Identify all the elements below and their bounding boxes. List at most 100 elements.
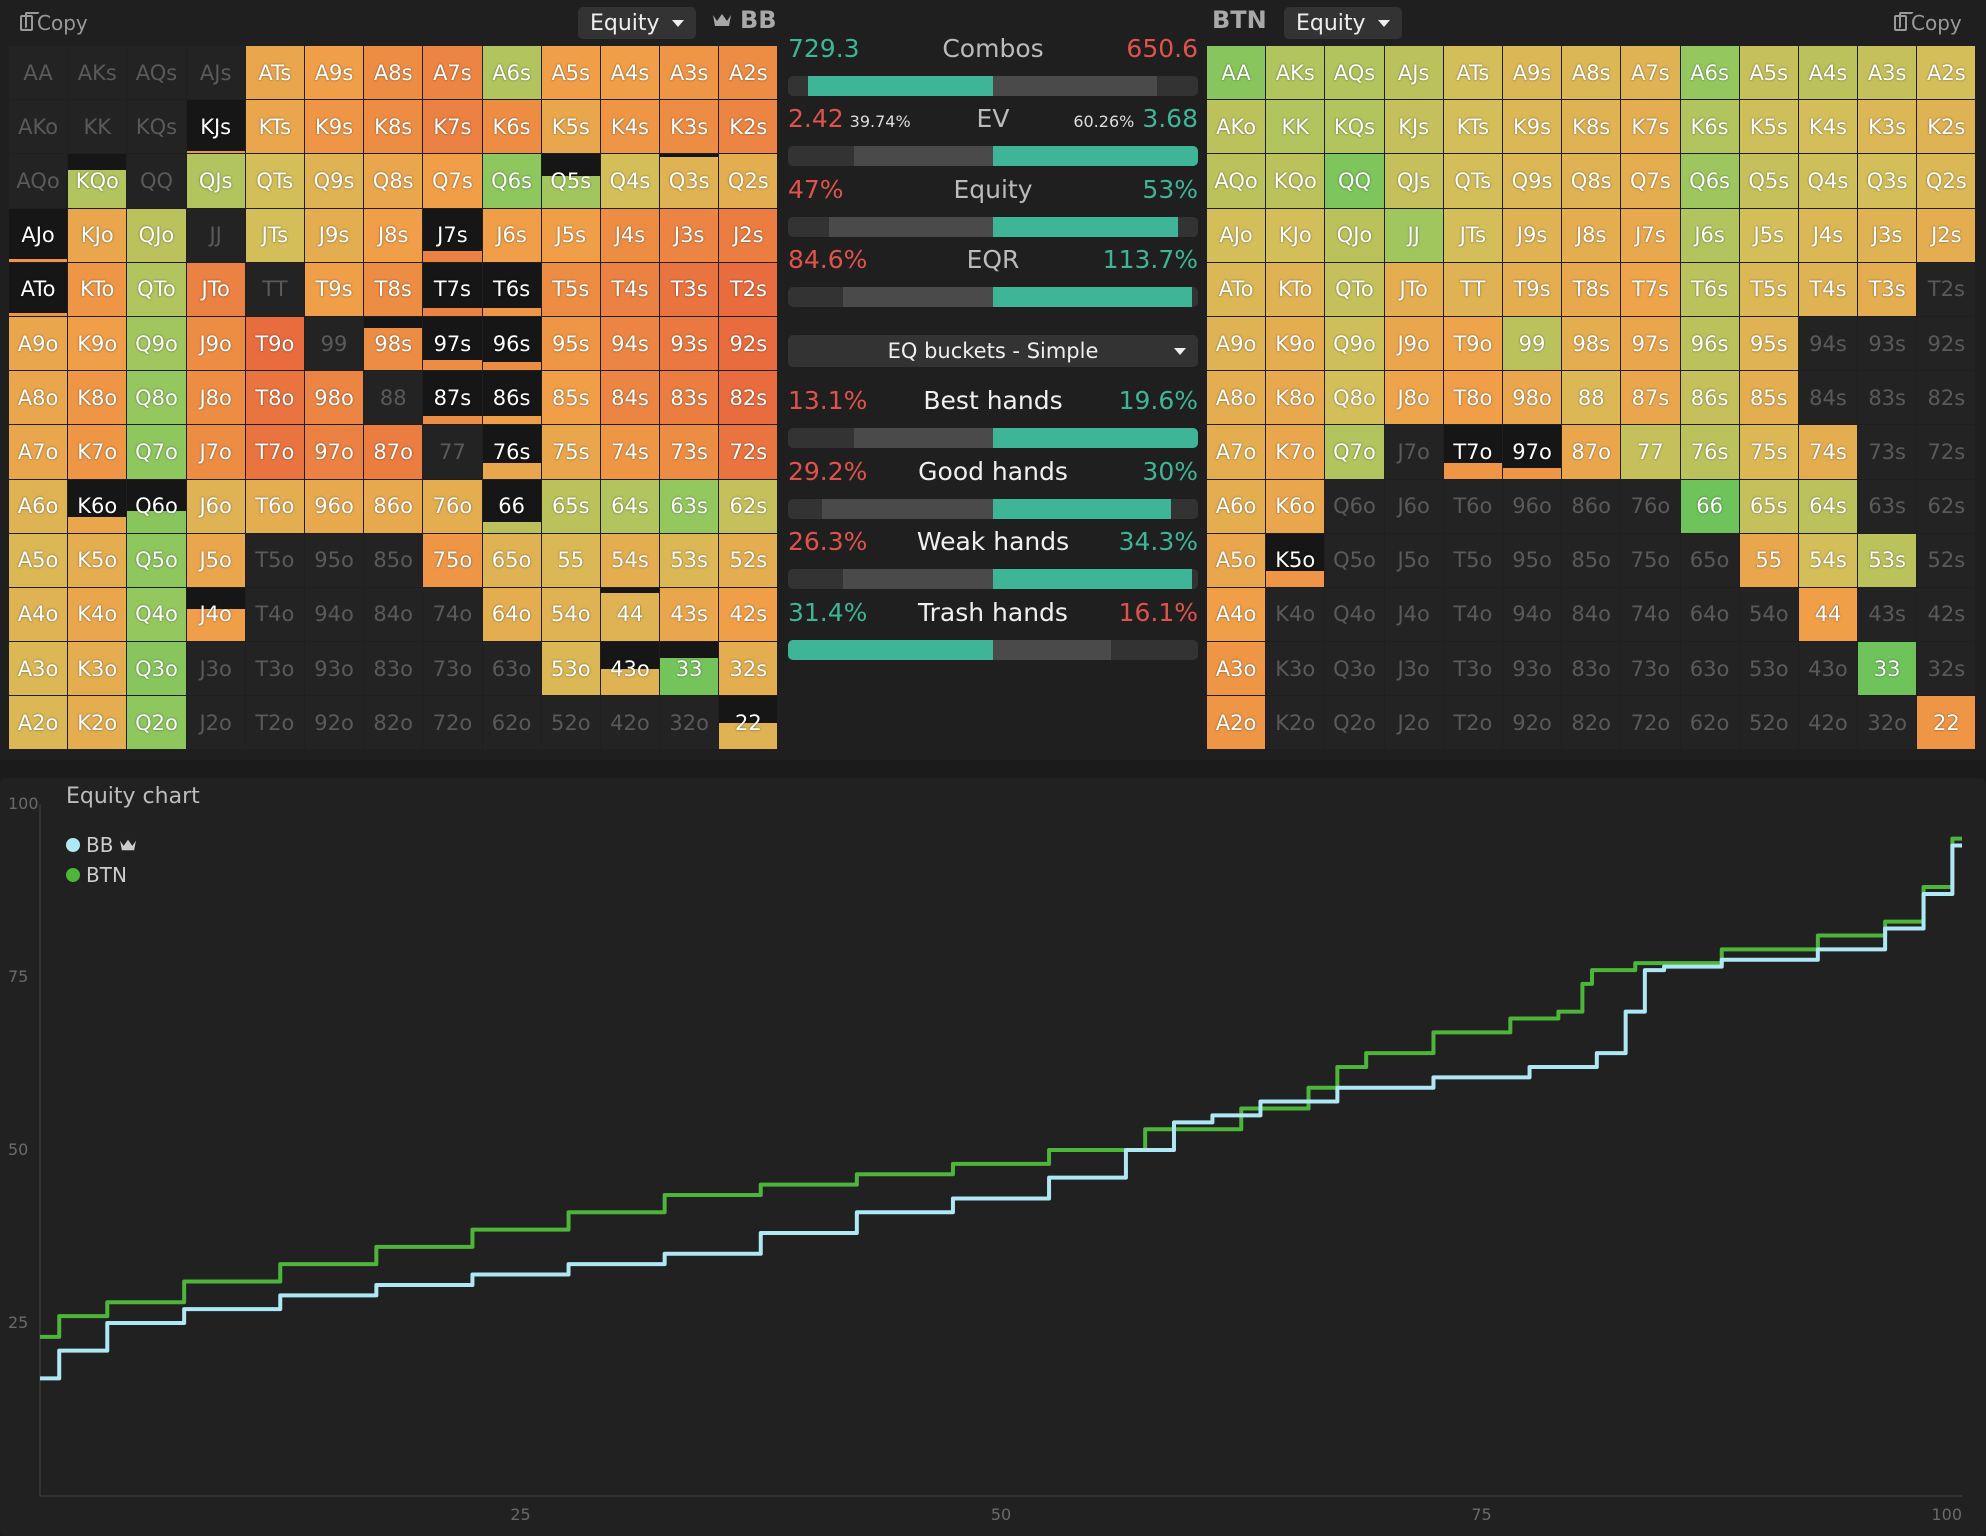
hand-cell[interactable]: 63o [482,642,542,697]
hand-cell[interactable]: 74s [1798,425,1859,480]
hand-cell[interactable]: K4s [600,100,661,155]
hand-cell[interactable]: A3s [660,46,720,101]
hand-cell[interactable]: 99 [1502,316,1563,372]
hand-cell[interactable]: 42s [1917,587,1977,643]
hand-cell[interactable]: T7s [1621,262,1681,317]
hand-cell[interactable]: 98s [364,316,424,372]
left-metric-dropdown[interactable]: Equity [578,7,696,39]
hand-cell[interactable]: 54o [541,587,601,643]
hand-cell[interactable]: 86s [1680,371,1740,426]
hand-cell[interactable]: 85s [541,371,601,426]
hand-cell[interactable]: ATo [1207,262,1267,317]
hand-cell[interactable]: J6o [186,479,246,534]
hand-cell[interactable]: T5s [541,262,601,317]
hand-cell[interactable]: 62s [1917,479,1977,534]
hand-cell[interactable]: 54s [600,533,661,588]
hand-cell[interactable]: K8o [1266,371,1326,426]
hand-cell[interactable]: A4o [9,587,69,643]
hand-cell[interactable]: TT [245,262,305,317]
hand-cell[interactable]: T2s [1917,262,1977,317]
hand-cell[interactable]: QJo [127,208,187,263]
hand-cell[interactable]: Q9s [304,154,365,209]
hand-cell[interactable]: K9s [1502,100,1563,155]
hand-cell[interactable]: T5s [1739,262,1799,317]
hand-cell[interactable]: Q6o [1325,479,1385,534]
hand-cell[interactable]: 99 [304,316,365,372]
hand-cell[interactable]: J4o [186,587,246,643]
hand-cell[interactable]: 87s [1621,371,1681,426]
hand-cell[interactable]: T7o [1443,425,1503,480]
hand-cell[interactable]: 77 [1621,425,1681,480]
hand-cell[interactable]: K9o [68,316,128,372]
hand-cell[interactable]: 53s [1858,533,1918,588]
hand-cell[interactable]: 53o [1739,642,1799,697]
hand-cell[interactable]: 87o [1562,425,1622,480]
hand-cell[interactable]: 53s [660,533,720,588]
hand-cell[interactable]: 83o [364,642,424,697]
hand-cell[interactable]: 74o [423,587,483,643]
hand-cell[interactable]: 83s [660,371,720,426]
hand-cell[interactable]: 83s [1858,371,1918,426]
hand-cell[interactable]: QTo [1325,262,1385,317]
hand-cell[interactable]: KTo [1266,262,1326,317]
hand-cell[interactable]: 75o [1621,533,1681,588]
hand-cell[interactable]: T3o [1443,642,1503,697]
hand-cell[interactable]: A5o [9,533,69,588]
hand-cell[interactable]: 72o [1621,696,1681,751]
hand-cell[interactable]: 75o [423,533,483,588]
hand-cell[interactable]: J7s [1621,208,1681,263]
hand-cell[interactable]: Q6s [1680,154,1740,209]
hand-cell[interactable]: Q2s [719,154,779,209]
hand-cell[interactable]: J2o [1384,696,1444,751]
hand-cell[interactable]: T4o [1443,587,1503,643]
hand-cell[interactable]: 76o [1621,479,1681,534]
hand-cell[interactable]: 83o [1562,642,1622,697]
hand-cell[interactable]: K8o [68,371,128,426]
hand-cell[interactable]: T8s [364,262,424,317]
hand-cell[interactable]: KQs [127,100,187,155]
hand-cell[interactable]: 92o [304,696,365,751]
hand-cell[interactable]: 66 [482,479,542,534]
hand-cell[interactable]: KK [1266,100,1326,155]
hand-cell[interactable]: K3o [1266,642,1326,697]
hand-cell[interactable]: AKs [68,46,128,101]
hand-cell[interactable]: K2s [719,100,779,155]
hand-cell[interactable]: K7o [68,425,128,480]
hand-cell[interactable]: Q9s [1502,154,1563,209]
hand-cell[interactable]: Q8s [364,154,424,209]
hand-cell[interactable]: J8o [186,371,246,426]
hand-cell[interactable]: 92s [1917,316,1977,372]
hand-cell[interactable]: A9s [304,46,365,101]
hand-cell[interactable]: T2s [719,262,779,317]
hand-cell[interactable]: K7o [1266,425,1326,480]
hand-cell[interactable]: A5o [1207,533,1267,588]
hand-cell[interactable]: Q3o [127,642,187,697]
hand-cell[interactable]: KTs [1443,100,1503,155]
hand-cell[interactable]: J4s [600,208,661,263]
hand-cell[interactable]: K3o [68,642,128,697]
hand-cell[interactable]: K9s [304,100,365,155]
hand-cell[interactable]: J4o [1384,587,1444,643]
hand-cell[interactable]: 63s [660,479,720,534]
hand-cell[interactable]: Q9o [127,316,187,372]
hand-cell[interactable]: AA [9,46,69,101]
hand-cell[interactable]: K6o [1266,479,1326,534]
hand-cell[interactable]: J3o [186,642,246,697]
hand-cell[interactable]: 43o [600,642,661,697]
hand-cell[interactable]: 52o [541,696,601,751]
hand-cell[interactable]: 73s [660,425,720,480]
hand-cell[interactable]: 98o [1502,371,1563,426]
hand-cell[interactable]: 86o [1562,479,1622,534]
hand-cell[interactable]: 92o [1502,696,1563,751]
hand-cell[interactable]: K5o [68,533,128,588]
hand-cell[interactable]: J6s [1680,208,1740,263]
hand-cell[interactable]: T8o [1443,371,1503,426]
hand-cell[interactable]: J2o [186,696,246,751]
hand-cell[interactable]: J2s [719,208,779,263]
hand-cell[interactable]: QTs [1443,154,1503,209]
hand-cell[interactable]: 82o [1562,696,1622,751]
hand-cell[interactable]: AKs [1266,46,1326,101]
hand-cell[interactable]: Q6s [482,154,542,209]
hand-cell[interactable]: A2s [1917,46,1977,101]
hand-cell[interactable]: 95s [1739,316,1799,372]
